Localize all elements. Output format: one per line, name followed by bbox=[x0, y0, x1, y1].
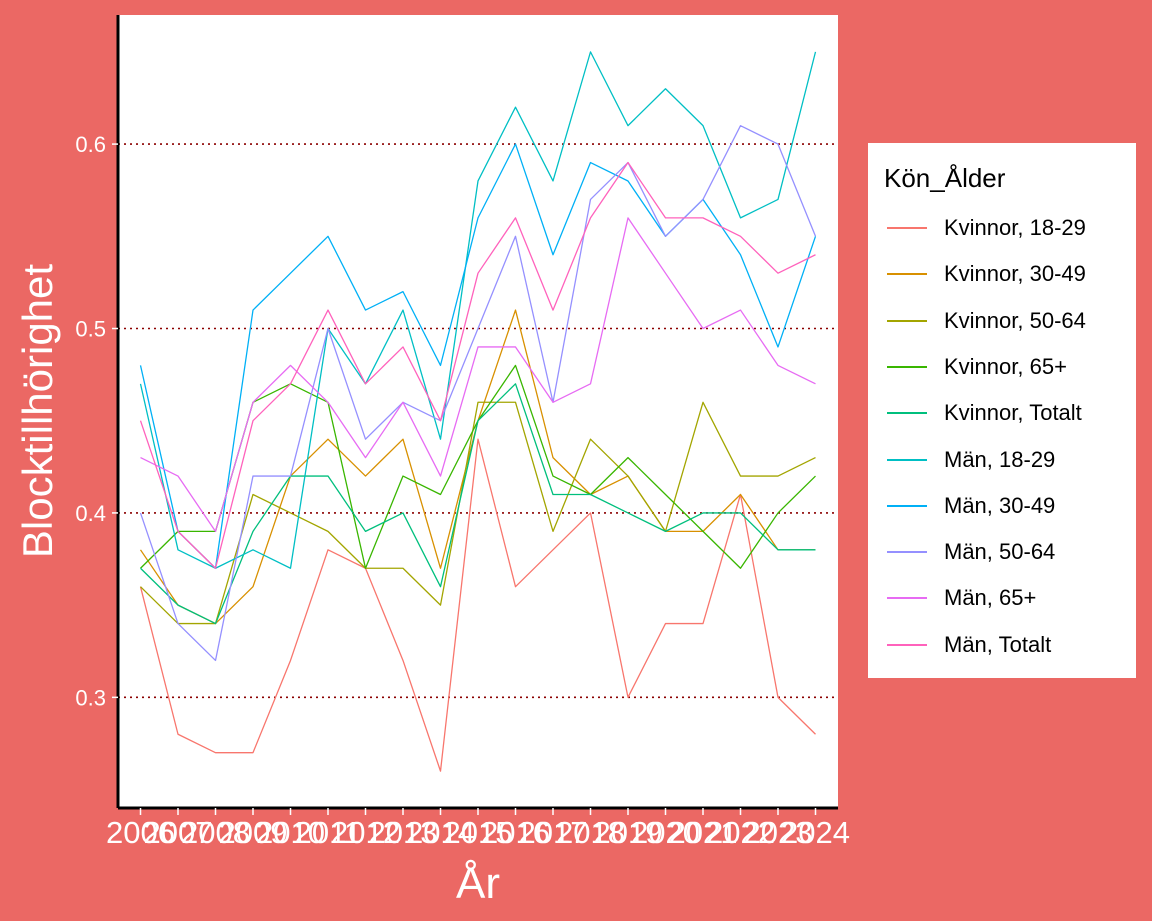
legend-key-line bbox=[887, 273, 927, 276]
x-tick-label: 2019 bbox=[594, 815, 663, 850]
series-line bbox=[140, 383, 816, 625]
legend-key-line bbox=[887, 597, 927, 600]
x-tick-label: 2023 bbox=[744, 815, 813, 850]
x-tick-label: 2012 bbox=[331, 815, 400, 850]
x-tick-label: 2011 bbox=[295, 815, 362, 850]
x-tick-label: 2008 bbox=[181, 815, 250, 850]
x-axis-ticks: 2006200720082009201020112012201320142015… bbox=[106, 808, 850, 850]
legend-key-line bbox=[887, 551, 927, 554]
legend-label: Kvinnor, 50-64 bbox=[944, 307, 1086, 333]
legend-label: Män, 18-29 bbox=[944, 446, 1056, 472]
legend-label: Män, 50-64 bbox=[944, 539, 1056, 565]
x-tick-label: 2017 bbox=[519, 815, 588, 850]
series-line bbox=[139, 51, 817, 569]
legend-label: Kvinnor, Totalt bbox=[944, 400, 1082, 426]
legend-label: Män, Totalt bbox=[944, 631, 1052, 657]
legend-item: Kvinnor, 18-29 bbox=[868, 205, 1136, 251]
x-tick-label: 2009 bbox=[219, 815, 288, 850]
x-axis-title: År bbox=[456, 859, 500, 908]
x-tick-label: 2015 bbox=[444, 815, 513, 850]
legend-item: Kvinnor, 65+ bbox=[868, 344, 1136, 390]
x-tick-label: 2022 bbox=[706, 815, 775, 850]
legend-label: Män, 65+ bbox=[944, 585, 1037, 611]
x-tick-label: 2020 bbox=[631, 815, 700, 850]
x-tick-label: 2018 bbox=[556, 815, 625, 850]
y-axis-title: Blocktillhörighet bbox=[14, 264, 61, 558]
series-line bbox=[139, 161, 816, 569]
y-axis-ticks: 0.3 0.4 0.5 0.6 bbox=[75, 132, 118, 710]
x-tick-label: 2014 bbox=[406, 815, 475, 850]
legend-key-line bbox=[887, 458, 927, 461]
y-tick-label: 0.4 bbox=[75, 501, 106, 526]
x-tick-label: 2007 bbox=[144, 815, 213, 850]
legend-item: Män, 18-29 bbox=[868, 437, 1136, 483]
plot-panel bbox=[118, 15, 838, 808]
legend-key-line bbox=[887, 365, 927, 368]
legend-item: Kvinnor, 50-64 bbox=[868, 298, 1136, 344]
legend-label: Kvinnor, 65+ bbox=[944, 353, 1067, 379]
y-tick-label: 0.3 bbox=[75, 685, 106, 710]
legend-item: Män, 50-64 bbox=[868, 529, 1136, 575]
legend-item: Män, Totalt bbox=[868, 622, 1136, 668]
legend-key-line bbox=[887, 319, 927, 322]
x-tick-label: 2024 bbox=[781, 815, 850, 850]
legend-label: Kvinnor, 18-29 bbox=[944, 215, 1086, 240]
legend-key-line bbox=[887, 504, 927, 507]
series-line bbox=[140, 217, 816, 533]
series-lines bbox=[139, 51, 817, 772]
series-line bbox=[140, 401, 816, 625]
legend-item: Kvinnor, Totalt bbox=[868, 390, 1136, 436]
y-tick-label: 0.6 bbox=[75, 132, 106, 157]
legend-item: Män, 30-49 bbox=[868, 483, 1136, 529]
y-tick-label: 0.5 bbox=[75, 317, 106, 342]
x-tick-label: 2021 bbox=[669, 815, 738, 850]
legend-key-line bbox=[887, 412, 927, 415]
legend-label: Kvinnor, 30-49 bbox=[944, 261, 1086, 287]
series-line bbox=[139, 125, 817, 662]
series-line bbox=[139, 438, 816, 772]
legend-item: Kvinnor, 30-49 bbox=[868, 251, 1136, 297]
x-tick-label: 2010 bbox=[256, 815, 325, 850]
x-tick-label: 2013 bbox=[369, 815, 438, 850]
legend-item: Män, 65+ bbox=[868, 575, 1136, 621]
x-tick-label: 2006 bbox=[106, 815, 175, 850]
legend-key-line bbox=[887, 643, 927, 646]
legend-key-line bbox=[887, 227, 927, 229]
legend-title: Kön_Ålder bbox=[884, 163, 1006, 193]
legend: Kön_Ålder Kvinnor, 18-29 Kvinnor, 30-49 Kv… bbox=[868, 143, 1136, 678]
legend-label: Män, 30-49 bbox=[944, 492, 1056, 518]
x-tick-label: 2016 bbox=[481, 815, 550, 850]
